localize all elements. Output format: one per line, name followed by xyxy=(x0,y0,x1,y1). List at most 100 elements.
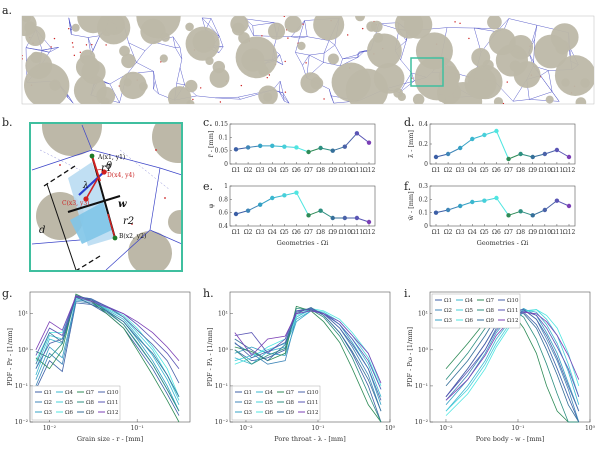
data-point-f xyxy=(445,207,451,213)
network-edge xyxy=(154,81,159,94)
network-edge xyxy=(176,67,181,84)
data-point-e xyxy=(245,208,251,213)
legend-label-i: Ω11 xyxy=(507,308,519,314)
point-d-marker xyxy=(101,169,107,175)
x-tick-label-f: Ω4 xyxy=(468,229,477,236)
network-edge xyxy=(87,37,94,51)
network-edge xyxy=(69,21,72,35)
legend-label-i: Ω6 xyxy=(465,318,474,324)
network-edge xyxy=(400,40,407,60)
series-segment-d xyxy=(459,138,473,149)
network-edge xyxy=(88,35,100,38)
network-edge xyxy=(49,47,59,53)
y-tick-label-h: 10¹ xyxy=(218,311,228,318)
grain xyxy=(139,82,148,91)
legend-label-i: Ω3 xyxy=(444,318,453,324)
grain xyxy=(231,22,245,36)
data-point-c xyxy=(294,145,299,150)
network-edge xyxy=(219,36,224,47)
legend-label-g: Ω8 xyxy=(86,400,95,406)
grain xyxy=(167,86,192,104)
x-tick-label-c: Ω12 xyxy=(363,167,376,174)
network-node xyxy=(22,58,23,60)
network-node xyxy=(361,27,364,30)
x-tick-label-c: Ω10 xyxy=(339,167,352,174)
x-tick-label-i: 10⁰ xyxy=(585,425,596,432)
data-point-f xyxy=(482,198,487,203)
d-dim-top xyxy=(43,165,76,187)
series-line-g xyxy=(35,297,180,401)
x-tick-label-h: 10⁻² xyxy=(239,425,253,432)
legend-label-i: Ω9 xyxy=(486,318,495,324)
series-line-g xyxy=(35,298,180,405)
network-edge xyxy=(284,100,290,104)
grain xyxy=(534,34,568,69)
data-point-d xyxy=(445,151,451,157)
network-edge xyxy=(210,18,220,37)
network-edge xyxy=(512,99,530,102)
grain xyxy=(71,23,80,32)
x-tick-label-c: Ω5 xyxy=(280,167,289,174)
grain xyxy=(205,56,214,66)
data-point-c xyxy=(270,143,275,149)
network-node xyxy=(346,34,349,36)
x-axis-label-g: Grain size - r - [mm] xyxy=(77,435,143,443)
network-node xyxy=(268,74,271,76)
grain xyxy=(30,51,42,63)
y-tick-label-g: 10⁰ xyxy=(18,347,29,354)
network-edge xyxy=(65,93,74,104)
network-edge xyxy=(128,42,146,51)
network-edge xyxy=(127,62,137,75)
x-tick-label-f: Ω2 xyxy=(444,229,453,236)
network-node xyxy=(79,51,82,54)
y-axis-label-g: PDF - Pr - [1/mm] xyxy=(6,328,14,386)
network-node xyxy=(305,62,307,64)
label-d: d xyxy=(39,225,45,236)
legend-g: Ω1 Ω2 Ω3 Ω4 Ω5 Ω6 Ω7 Ω8 Ω9 Ω10 Ω11 Ω12 xyxy=(31,385,121,421)
data-point-c xyxy=(330,148,335,153)
network-node xyxy=(199,87,202,89)
legend-label-g: Ω1 xyxy=(44,390,52,396)
series-segment-e xyxy=(296,192,309,216)
x-tick-label-e: Ω2 xyxy=(244,229,253,236)
grain xyxy=(42,123,102,156)
x-axis-label-f: Geometries - Ωi xyxy=(477,239,529,247)
network-edge xyxy=(307,36,330,41)
x-tick-label-f: Ω11 xyxy=(551,229,564,236)
grain xyxy=(152,123,182,163)
grain xyxy=(488,28,516,56)
plot-frame-i xyxy=(429,291,591,423)
data-point-e xyxy=(294,190,299,195)
network-edge xyxy=(295,52,310,56)
label-point-a: A(x1, y1) xyxy=(97,154,125,161)
network-edge xyxy=(279,91,285,102)
data-point-f xyxy=(494,195,499,201)
label-point-d: D(x4, y4) xyxy=(107,172,135,179)
grain xyxy=(545,95,554,104)
grain xyxy=(487,16,502,30)
network-node xyxy=(68,27,70,30)
series-segment-d xyxy=(556,149,570,158)
grain xyxy=(119,71,147,100)
x-tick-label-e: Ω5 xyxy=(280,229,289,236)
data-point-e xyxy=(306,213,311,218)
data-point-c xyxy=(282,144,287,149)
x-tick-label-d: Ω10 xyxy=(539,167,552,174)
legend-label-h: Ω4 xyxy=(265,390,274,396)
data-point-f xyxy=(457,203,463,209)
data-point-d xyxy=(494,128,499,134)
legend-label-i: Ω5 xyxy=(465,308,474,314)
legend-box-i xyxy=(431,293,521,329)
x-axis-label-e: Geometries - Ωi xyxy=(277,239,329,247)
data-point-e xyxy=(366,219,372,225)
network-edge xyxy=(71,28,73,35)
panel-label-h: h. xyxy=(203,287,214,300)
grain xyxy=(412,93,425,104)
y-tick-label-e: 0.4 xyxy=(218,223,228,230)
network-edge xyxy=(279,80,284,93)
data-point-c xyxy=(257,143,263,149)
legend-label-i: Ω12 xyxy=(507,318,519,324)
series-segment-c xyxy=(356,132,370,144)
x-tick-label-d: Ω6 xyxy=(492,167,501,174)
plot-frame-c xyxy=(229,123,376,165)
